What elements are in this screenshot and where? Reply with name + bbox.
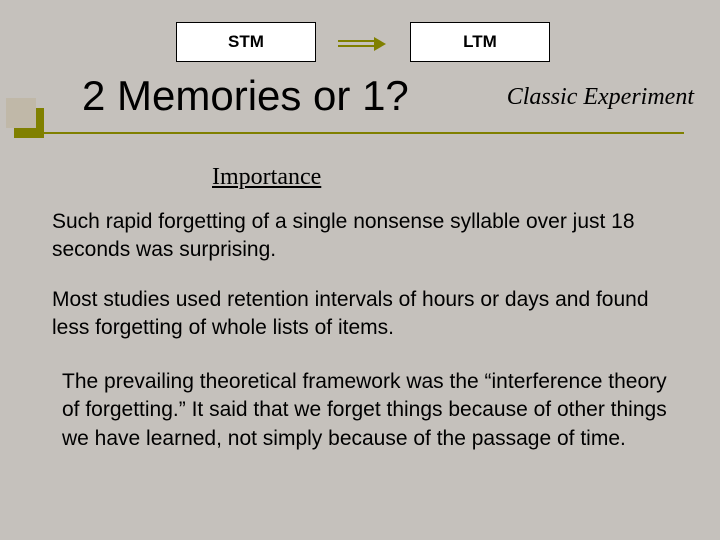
stm-box: STM — [176, 22, 316, 62]
arrow-icon — [338, 40, 388, 48]
paragraph-1: Such rapid forgetting of a single nonsen… — [52, 208, 672, 265]
ltm-box: LTM — [410, 22, 550, 62]
paragraph-2: Most studies used retention intervals of… — [52, 286, 672, 343]
ltm-label: LTM — [463, 32, 497, 52]
stm-label: STM — [228, 32, 264, 52]
paragraph-3: The prevailing theoretical framework was… — [62, 368, 672, 453]
title-underline — [44, 132, 684, 134]
section-heading: Importance — [212, 164, 321, 191]
page-title: 2 Memories or 1? — [82, 72, 409, 120]
page-subtitle: Classic Experiment — [507, 84, 694, 111]
corner-accent-icon — [14, 108, 44, 138]
